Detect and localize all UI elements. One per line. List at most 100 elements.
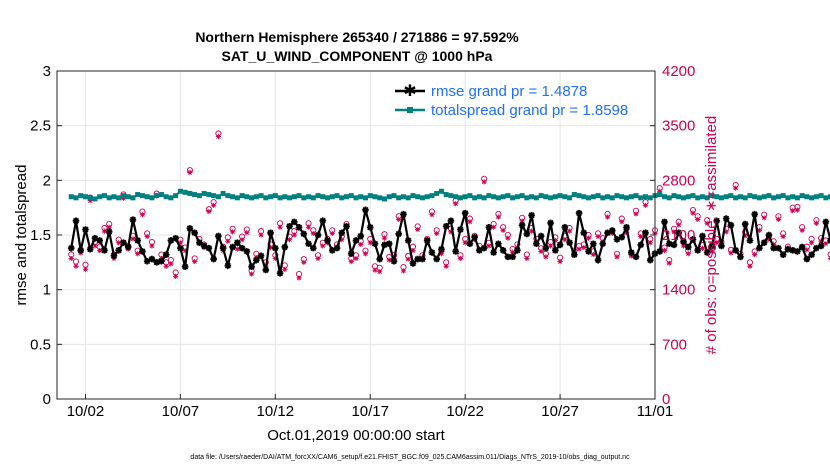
- rmse-point: [72, 217, 80, 225]
- rmse-point: [789, 247, 796, 254]
- rmse-point: [438, 245, 445, 253]
- totalspread-point: [325, 195, 331, 201]
- rmse-point: [186, 225, 194, 232]
- totalspread-point: [187, 190, 193, 196]
- rmse-point: [585, 248, 592, 255]
- obs-assimilated-point: [671, 229, 677, 235]
- rmse-point: [594, 256, 602, 264]
- obs-assimilated-point: [638, 233, 644, 240]
- totalspread-point: [457, 195, 463, 201]
- totalspread-point: [586, 195, 592, 201]
- totalspread-point: [158, 192, 164, 198]
- rmse-point: [756, 244, 763, 252]
- rmse-point: [196, 239, 203, 246]
- rmse-point: [86, 245, 94, 253]
- rmse-point: [495, 240, 502, 248]
- rmse-point: [637, 241, 645, 249]
- rmse-point: [143, 257, 151, 265]
- obs-assimilated-point: [310, 230, 316, 237]
- rmse-point: [646, 256, 654, 264]
- obs-assimilated-point: [149, 243, 155, 249]
- totalspread-point: [78, 193, 84, 199]
- totalspread-point: [453, 194, 459, 200]
- obs-assimilated-point: [666, 260, 672, 266]
- obs-assimilated-point: [225, 238, 231, 244]
- rmse-point: [447, 217, 455, 225]
- x-tick-label: 10/02: [67, 403, 105, 420]
- obs-assimilated-point: [628, 253, 634, 259]
- obs-assimilated-point: [87, 198, 93, 204]
- rmse-point: [627, 249, 635, 256]
- totalspread-point: [239, 193, 245, 199]
- legend-marker-rmse: ✱: [403, 83, 416, 100]
- rmse-point: [423, 237, 431, 244]
- legend-marker-spread: [407, 107, 413, 113]
- totalspread-point: [310, 195, 316, 201]
- rmse-point: [300, 230, 308, 238]
- rmse-point: [442, 222, 450, 230]
- rmse-point: [219, 244, 227, 252]
- y2-tick-label: 1400: [662, 282, 695, 299]
- totalspread-point: [438, 188, 444, 194]
- obs-assimilated-point: [396, 216, 402, 222]
- totalspread-point: [263, 195, 269, 201]
- totalspread-point: [785, 195, 791, 201]
- totalspread-point: [272, 193, 278, 199]
- totalspread-point: [135, 192, 141, 198]
- totalspread-point: [87, 195, 93, 201]
- obs-assimilated-point: [381, 235, 388, 241]
- rmse-line: [70, 209, 830, 274]
- obs-assimilated-point: [538, 248, 544, 254]
- rmse-point: [314, 231, 322, 239]
- rmse-point: [324, 237, 331, 244]
- obs-assimilated-point: [139, 212, 146, 218]
- obs-assimilated-point: [676, 222, 682, 228]
- totalspread-point: [225, 193, 231, 199]
- obs-assimilated-point: [790, 208, 796, 214]
- totalspread-point: [742, 195, 748, 201]
- rmse-point: [67, 244, 75, 252]
- x-tick-label: 10/12: [257, 403, 295, 420]
- totalspread-point: [813, 194, 819, 200]
- totalspread-point: [685, 194, 691, 200]
- obs-assimilated-point: [434, 230, 440, 237]
- rmse-point: [457, 226, 464, 233]
- obs-assimilated-point: [657, 188, 663, 194]
- totalspread-point: [728, 193, 734, 199]
- rmse-point: [158, 257, 165, 265]
- totalspread-point: [400, 194, 406, 200]
- totalspread-point: [780, 193, 786, 199]
- y-tick-label: 2.5: [30, 118, 51, 135]
- rmse-point: [210, 255, 217, 263]
- totalspread-point: [424, 194, 430, 200]
- obs-assimilated-point: [709, 248, 715, 254]
- totalspread-point: [605, 194, 611, 200]
- totalspread-point: [201, 190, 207, 196]
- obs-assimilated-point: [562, 237, 568, 243]
- totalspread-point: [244, 194, 250, 200]
- obs-assimilated-point: [723, 229, 729, 235]
- totalspread-point: [163, 194, 169, 200]
- rmse-point: [286, 222, 293, 230]
- totalspread-point: [177, 188, 183, 194]
- rmse-point: [338, 229, 346, 237]
- totalspread-point: [514, 194, 520, 200]
- rmse-point: [343, 222, 350, 230]
- obs-assimilated-point: [585, 235, 592, 241]
- obs-assimilated-point: [272, 255, 278, 262]
- totalspread-point: [647, 195, 653, 201]
- obs-assimilated-point: [604, 214, 611, 220]
- x-tick-label: 10/07: [162, 403, 200, 420]
- totalspread-point: [415, 194, 421, 200]
- rmse-point: [110, 252, 118, 260]
- rmse-point: [105, 228, 113, 236]
- rmse-point: [120, 239, 127, 246]
- obs-assimilated-point: [277, 224, 283, 230]
- rmse-point: [727, 221, 735, 229]
- rmse-point: [485, 224, 493, 231]
- rmse-point: [718, 242, 725, 250]
- rmse-point: [737, 253, 744, 261]
- rmse-point: [623, 224, 630, 231]
- legend-label-spread: totalspread grand pr = 1.8598: [431, 102, 628, 119]
- totalspread-point: [571, 192, 577, 198]
